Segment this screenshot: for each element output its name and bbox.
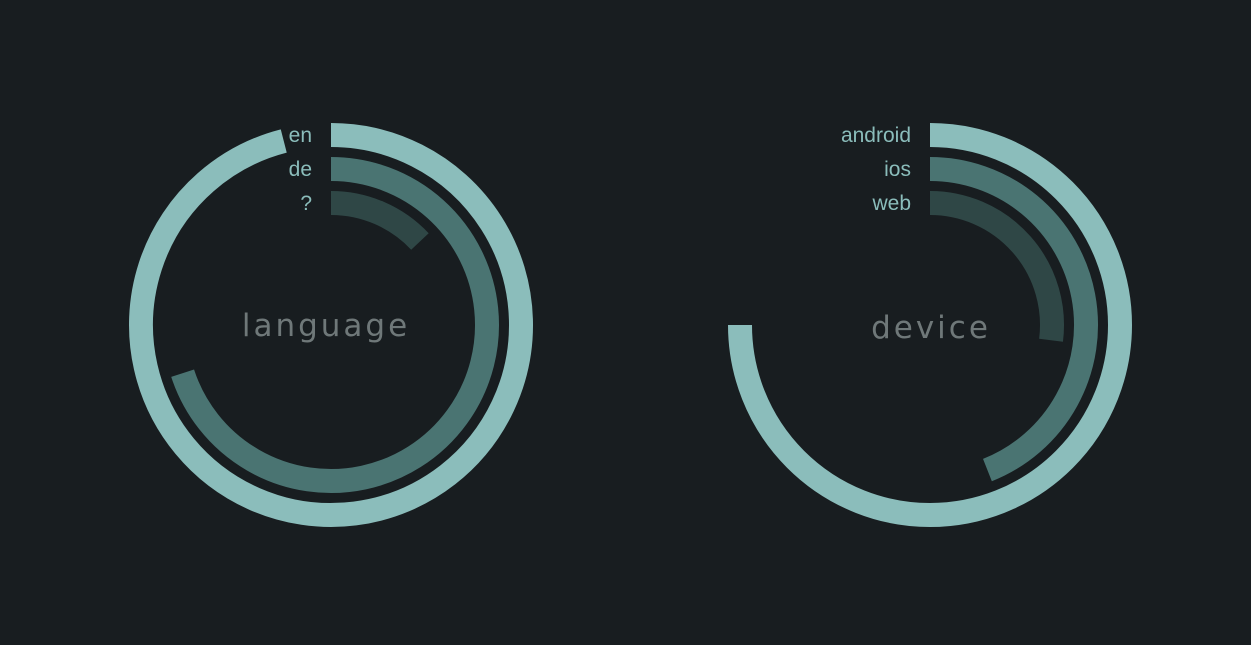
bar-device-android — [728, 123, 1132, 527]
label-language-en: en — [289, 124, 312, 147]
bar-language-de — [171, 157, 499, 493]
chart-title-language: language — [242, 308, 410, 344]
bar-device-ios — [929, 157, 1099, 482]
label-device-android: android — [841, 124, 911, 147]
label-device-web: web — [871, 192, 911, 215]
label-device-ios: ios — [884, 158, 911, 181]
bar-language-en — [129, 123, 533, 527]
label-language-unknown: ? — [300, 192, 312, 215]
label-language-de: de — [289, 158, 312, 181]
chart-title-device: device — [871, 310, 991, 346]
bar-language-unknown — [330, 191, 429, 250]
radial-chart-language: language en de? — [129, 123, 533, 527]
bar-device-web — [929, 191, 1064, 342]
radial-chart-device: device android ios web — [728, 123, 1132, 527]
